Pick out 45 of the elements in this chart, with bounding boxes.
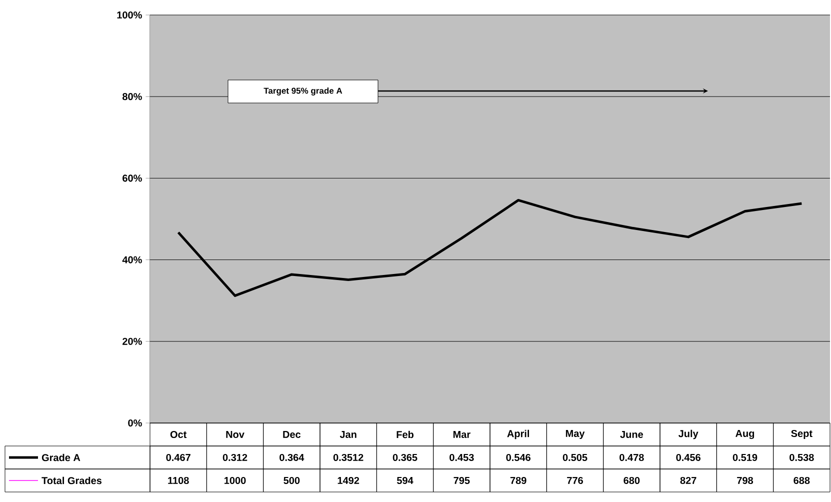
text: 827 (680, 476, 696, 484)
data-label: 0.456 (676, 454, 700, 462)
text: 680 (624, 476, 640, 484)
text: 776 (567, 476, 583, 484)
x-tick-label: Feb (396, 430, 414, 438)
data-label: 0.365 (392, 454, 418, 462)
text: 1492 (338, 476, 360, 484)
text: 1000 (224, 476, 246, 484)
data-label: 0.364 (280, 454, 304, 462)
x-tick-label: Sept (791, 430, 812, 440)
text: 594 (396, 476, 414, 484)
x-tick-label: June (620, 430, 644, 438)
y-tick-label: 100% (117, 11, 142, 19)
data-label: 0.546 (506, 454, 530, 462)
x-tick-label: Nov (226, 430, 244, 438)
x-tick-label: April (507, 430, 530, 440)
legend-label: Total Grades (42, 476, 102, 484)
data-label: 0.505 (562, 454, 588, 462)
text: 688 (794, 476, 810, 484)
data-label: 0.467 (166, 454, 190, 462)
text: 798 (737, 476, 754, 484)
y-tick-label: 60% (122, 174, 142, 182)
y-tick-label: 40% (122, 256, 142, 264)
data-label: 0.453 (450, 454, 474, 462)
x-tick-label: July (678, 430, 698, 440)
x-tick-label: Dec (283, 430, 301, 438)
text: 1108 (168, 476, 189, 484)
text: 795 (454, 476, 470, 484)
y-tick-label: 20% (122, 338, 142, 345)
y-tick-label: 80% (122, 93, 142, 100)
legend-label: Grade A (42, 454, 80, 462)
y-tick-label: 0% (128, 419, 142, 427)
x-tick-label: Aug (736, 430, 754, 439)
x-tick-label: Jan (340, 430, 356, 438)
x-tick-label: Mar (453, 430, 470, 438)
text: 500 (284, 476, 300, 484)
x-tick-label: May (566, 430, 585, 439)
data-label: 0.3512 (333, 454, 364, 462)
data-label: 0.478 (620, 454, 644, 462)
data-label: 0.312 (222, 454, 248, 462)
annotation: Target 95% grade A (264, 88, 342, 96)
data-label: 0.538 (790, 454, 814, 462)
text: 789 (510, 476, 526, 484)
x-tick-label: Oct (170, 430, 187, 438)
data-label: 0.519 (732, 454, 758, 462)
